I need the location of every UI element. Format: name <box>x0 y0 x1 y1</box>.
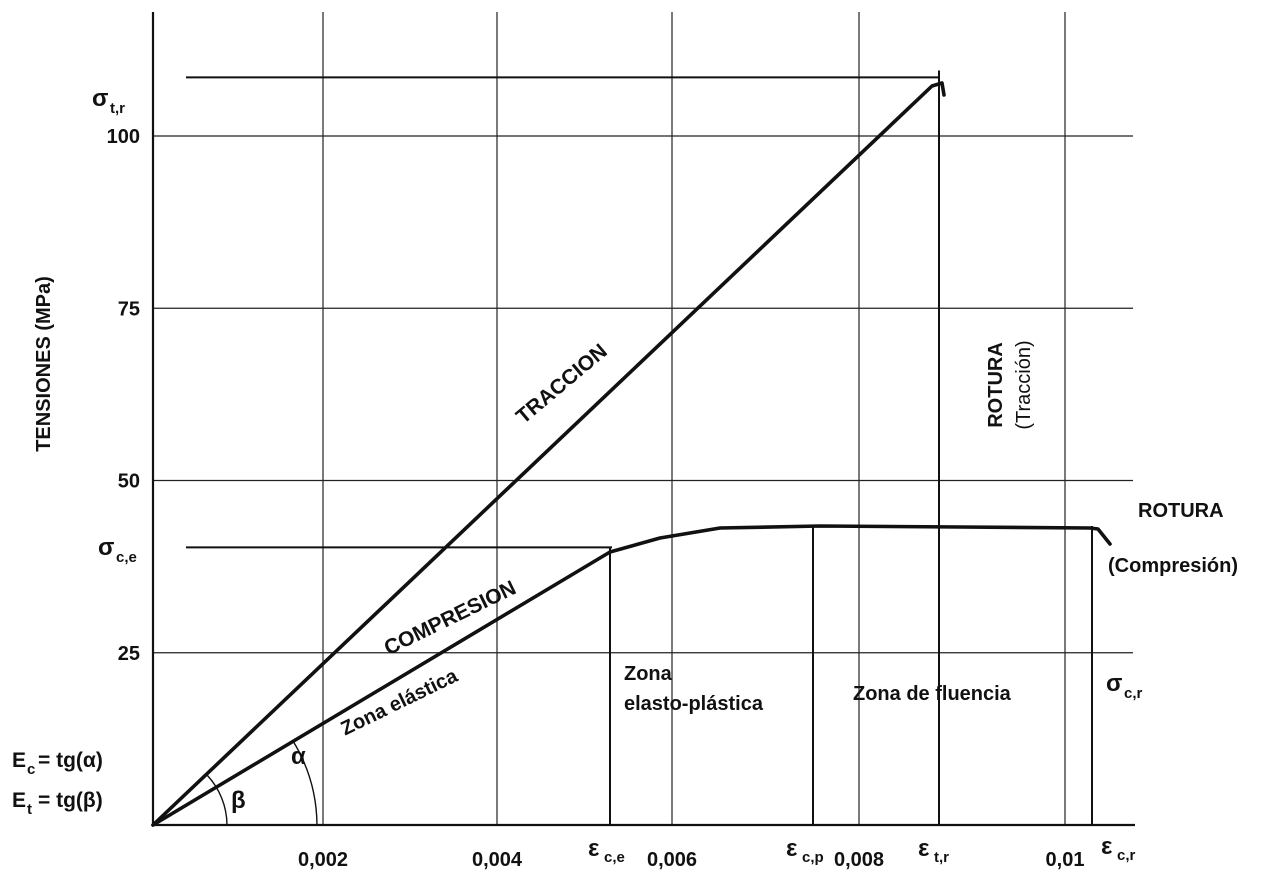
rotura-compresion-label-1: ROTURA <box>1138 500 1224 522</box>
alpha-arc <box>292 740 318 826</box>
eps-c-e-label: ε c,e <box>588 835 625 866</box>
series <box>151 81 1112 827</box>
alpha-symbol: α <box>291 743 306 770</box>
eps-c-r-label: ε c,r <box>1101 833 1136 864</box>
eps-c-p-sub: c,p <box>802 849 824 866</box>
zona-elasto-label-line2: elasto-plástica <box>624 693 764 715</box>
traccion-label: TRACCION <box>512 340 612 429</box>
rotura-traccion-label-1: ROTURA <box>985 342 1007 428</box>
zona-elasto-label-line1: Zona <box>624 663 673 685</box>
eps-t-r-main: ε <box>918 835 929 862</box>
series-compresion-line <box>151 524 1112 827</box>
sigma-c-r-label: σ c,r <box>1106 670 1143 702</box>
beta-symbol: β <box>231 787 246 814</box>
zona-fluencia-label: Zona de fluencia <box>853 683 1012 705</box>
sigma-c-r-main: σ <box>1106 670 1122 697</box>
y-axis-label: TENSIONES (MPa) <box>33 276 55 452</box>
grid <box>153 12 1133 825</box>
sigma-c-r-sub: c,r <box>1124 685 1143 702</box>
eps-c-p-label: ε c,p <box>786 835 824 866</box>
sigma-c-e-label: σ c,e <box>98 534 137 566</box>
eps-c-p-main: ε <box>786 835 797 862</box>
x-tick-label: 0,006 <box>647 849 697 871</box>
sigma-t-r-label: σ t,r <box>92 85 125 117</box>
eps-t-r-sub: t,r <box>934 849 949 866</box>
x-tick-label: 0,002 <box>298 849 348 871</box>
sigma-c-e-sub: c,e <box>116 549 137 566</box>
y-tick-label: 100 <box>107 126 140 148</box>
rotura-compresion-label-2: (Compresión) <box>1108 555 1238 577</box>
reference-lines <box>186 70 1093 825</box>
ec-sub: c <box>27 761 35 778</box>
beta-arc <box>206 774 228 826</box>
x-tick-label: 0,008 <box>834 849 884 871</box>
x-tick-label: 0,004 <box>472 849 523 871</box>
eps-c-r-main: ε <box>1101 833 1112 860</box>
sigma-t-r-sub: t,r <box>110 100 125 117</box>
sigma-t-r-main: σ <box>92 85 108 112</box>
et-sub: t <box>27 801 32 818</box>
eps-c-r-sub: c,r <box>1117 847 1136 864</box>
ec-main: E <box>12 749 26 772</box>
tick-labels: 0,002 0,004 0,006 0,008 0,01 25 50 75 100 <box>107 126 1085 871</box>
y-tick-label: 75 <box>118 298 140 320</box>
ec-formula: E c = tg(α) <box>12 749 103 778</box>
sigma-c-e-main: σ <box>98 534 114 561</box>
y-tick-label: 50 <box>118 471 140 493</box>
et-main: E <box>12 789 26 812</box>
rotura-traccion-label-2: (Tracción) <box>1013 340 1035 429</box>
eps-c-e-main: ε <box>588 835 599 862</box>
series-traccion-line <box>151 81 946 827</box>
eps-c-e-sub: c,e <box>604 849 625 866</box>
y-tick-label: 25 <box>118 643 140 665</box>
ec-rest: = tg(α) <box>38 749 103 772</box>
et-formula: E t = tg(β) <box>12 789 103 818</box>
et-rest: = tg(β) <box>38 789 103 812</box>
x-tick-label: 0,01 <box>1046 849 1085 871</box>
eps-t-r-label: ε t,r <box>918 835 949 866</box>
